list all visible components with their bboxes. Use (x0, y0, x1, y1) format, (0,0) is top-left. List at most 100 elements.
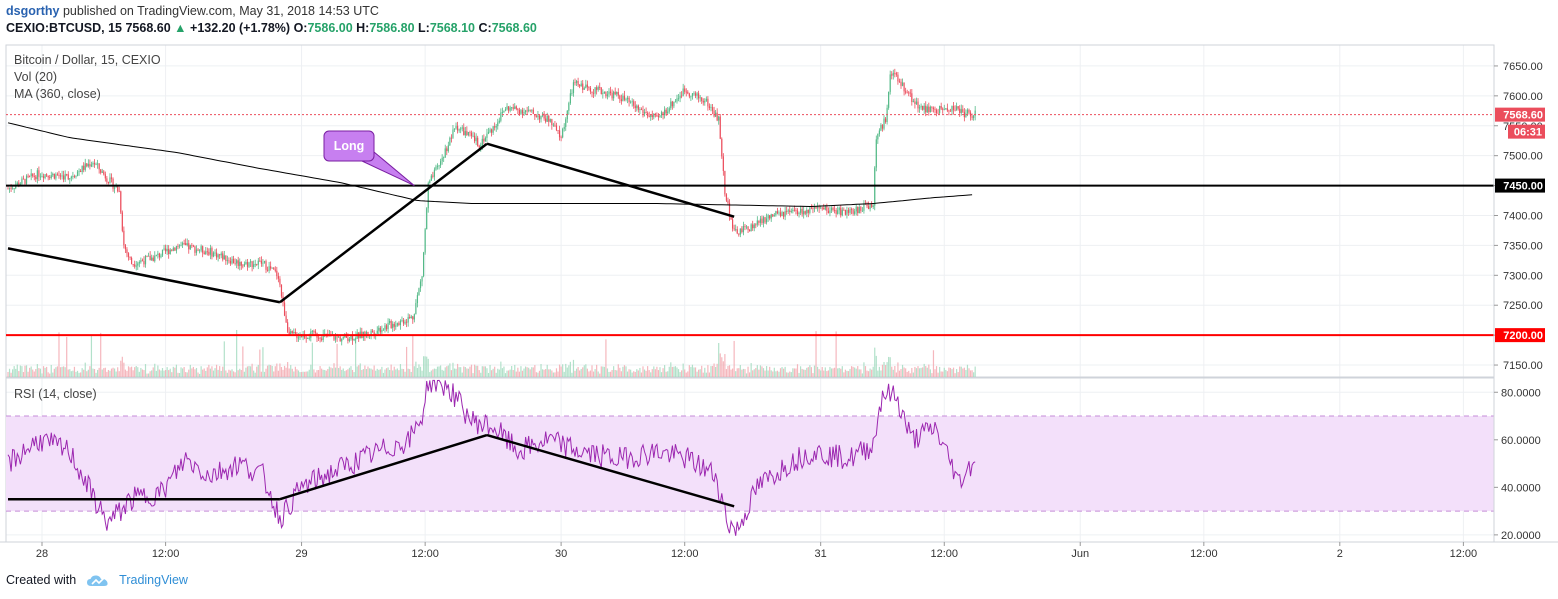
price-tick-label: 7400.00 (1503, 210, 1543, 222)
volume-bar (922, 367, 924, 377)
volume-bar (966, 364, 969, 377)
candle-body (858, 207, 860, 214)
candle-body (918, 107, 921, 109)
candle-body (691, 93, 694, 97)
volume-bar (124, 369, 127, 377)
candle-body (554, 124, 556, 126)
volume-bar (869, 368, 871, 377)
candle-body (127, 253, 130, 257)
price-tick-label: 7250.00 (1503, 300, 1543, 312)
rsi-trendlines[interactable] (8, 433, 735, 508)
volume-bar (812, 373, 814, 377)
candle-body (186, 243, 188, 246)
close-label: C: (478, 21, 492, 35)
candle-body (626, 97, 629, 100)
volume-bar (654, 369, 656, 377)
volume-bar (90, 334, 93, 377)
ohlc-line: CEXIO:BTCUSD, 15 7568.60 ▲ +132.20 (+1.7… (6, 20, 537, 37)
candle-body (597, 87, 599, 90)
volume-bar (155, 370, 157, 377)
volume-bar (107, 369, 110, 377)
volume-bar (80, 372, 82, 377)
candle-body (416, 295, 419, 304)
volume-bar (75, 371, 77, 377)
volume-bar (55, 367, 57, 377)
volume-bar (724, 354, 726, 377)
rsi-trendline (486, 433, 735, 508)
last-price-tag (1495, 107, 1545, 122)
volume-bar (545, 369, 547, 377)
volume-bar (132, 370, 134, 377)
volume-bar (181, 368, 184, 377)
candle-body (855, 206, 857, 212)
volume-bar (194, 369, 196, 377)
chart-canvas[interactable]: Long Bitcoin / Dollar, 15, CEXIO Vol (20… (0, 40, 1558, 570)
volume-bar (463, 366, 465, 377)
time-tick-label: 12:00 (671, 548, 699, 560)
volume-bar (596, 364, 598, 377)
volume-bar (552, 372, 554, 377)
volume-bar (280, 367, 283, 377)
volume-bar (798, 372, 800, 377)
volume-bar (152, 367, 154, 377)
volume-bar (920, 367, 922, 377)
candle-body (602, 93, 604, 94)
volume-bar (701, 365, 703, 377)
candle-body (540, 115, 542, 120)
candle-body (888, 91, 890, 108)
volume-bar (609, 371, 612, 377)
candle-body (761, 218, 763, 224)
volume-bar (407, 368, 409, 377)
volume-bar (562, 364, 564, 377)
volume-bar (29, 367, 31, 377)
volume-bar (662, 368, 664, 377)
price-tick-label: 7300.00 (1503, 270, 1543, 282)
author-link[interactable]: dsgorthy (6, 4, 60, 18)
candle-body (171, 249, 173, 251)
candle-body (495, 126, 497, 128)
volume-bar (189, 364, 191, 377)
volume-bar (490, 370, 493, 377)
trendlines[interactable] (7, 142, 735, 304)
candle-body (355, 338, 357, 340)
candle-body (580, 83, 582, 87)
candle-body (217, 254, 219, 258)
candle-body (75, 176, 77, 177)
candle-body (548, 115, 550, 122)
volume-bar (339, 366, 341, 377)
volume-bar (874, 347, 876, 377)
volume-bar (331, 368, 334, 377)
volume-bar (58, 332, 60, 377)
candle-body (114, 187, 116, 189)
volume-bar (565, 363, 567, 377)
candle-body (41, 176, 43, 177)
volume-bar (338, 368, 340, 377)
candle-body (854, 211, 856, 214)
close-value: 7568.60 (491, 21, 537, 35)
volume-bar (514, 364, 516, 377)
tradingview-link[interactable]: TradingView (119, 573, 188, 587)
volume-bar (229, 370, 232, 377)
volume-bar (164, 370, 167, 377)
candle-body (382, 329, 385, 331)
rsi-axis[interactable]: 20.0000 40.0000 60.0000 80.0000 (1494, 387, 1541, 542)
candle-body (931, 106, 933, 108)
volume-bar (829, 366, 831, 377)
candle-body (861, 210, 863, 212)
volume-bar (399, 364, 402, 377)
candle-body (97, 163, 99, 165)
volume-bar (622, 366, 624, 377)
candle-body (809, 207, 811, 213)
candle-body (32, 173, 34, 177)
volume-bar (591, 365, 593, 377)
time-axis[interactable]: 28 12:00 29 12:00 30 12:00 31 12:00 Jun 12:00 2 12:… (0, 541, 1558, 560)
candle-body (786, 211, 788, 212)
open-label: O: (293, 21, 308, 35)
long-callout[interactable]: Long (323, 130, 415, 187)
candle-body (53, 173, 55, 179)
volume-bar (456, 363, 459, 377)
volume-bar (469, 366, 471, 377)
candle-body (897, 74, 899, 82)
volume-bar (900, 369, 902, 377)
volume-bar (368, 368, 371, 377)
